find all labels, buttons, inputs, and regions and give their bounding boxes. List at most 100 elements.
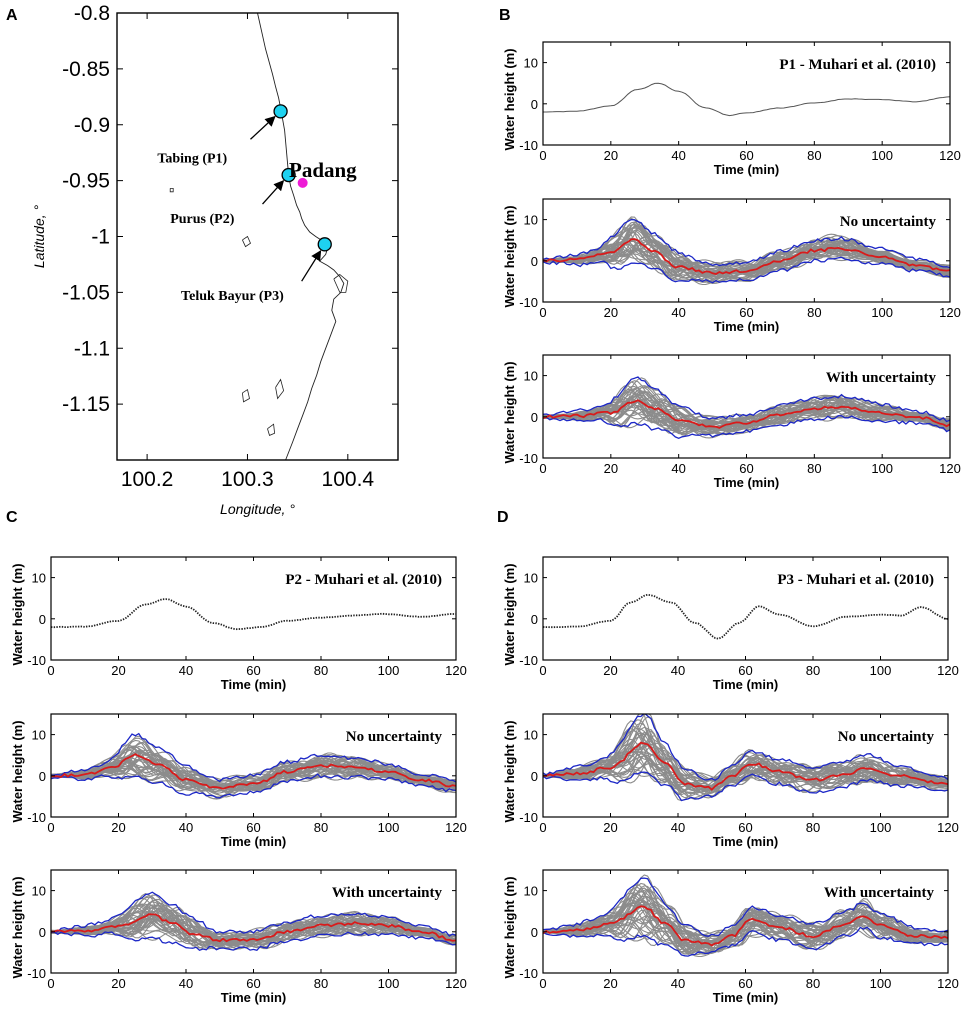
x-tick-label: 100 xyxy=(378,976,400,991)
x-tick-label: 120 xyxy=(445,820,467,835)
ensemble-member-line xyxy=(51,904,456,947)
y-tick-label: 10 xyxy=(524,213,538,228)
plot-area xyxy=(51,598,456,631)
upper-bound-line xyxy=(51,732,456,783)
y-tick-label: -10 xyxy=(519,138,538,153)
x-axis-label: Time (min) xyxy=(713,990,779,1005)
x-tick-label: 100.4 xyxy=(322,468,375,491)
x-tick-label: 120 xyxy=(937,976,959,991)
y-tick-label: 0 xyxy=(531,254,538,269)
mean-series-line xyxy=(543,741,948,791)
station-arrow xyxy=(250,115,276,140)
map-panel: 100.2 100.3 100.4 -0.8 -0.85 -0.9 -0.95 -1 -1.05… xyxy=(31,2,399,517)
mean-series-line xyxy=(543,399,950,429)
subplot-title: P1 - Muhari et al. (2010) xyxy=(779,57,936,73)
ensemble-member-line xyxy=(543,237,950,278)
subplot-title: No uncertainty xyxy=(838,729,935,745)
subplot-title: P3 - Muhari et al. (2010) xyxy=(777,572,934,588)
x-tick-label: 100 xyxy=(378,820,400,835)
lower-bound-line xyxy=(51,931,456,952)
x-tick-label: 80 xyxy=(314,976,328,991)
mean-series-line xyxy=(51,913,456,943)
x-tick-label: 40 xyxy=(179,976,193,991)
x-tick-label: 80 xyxy=(314,820,328,835)
x-tick-label: 40 xyxy=(671,148,685,163)
x-tick-label: 120 xyxy=(937,663,959,678)
x-tick-label: 40 xyxy=(671,820,685,835)
y-tick-label: 0 xyxy=(531,97,538,112)
y-tick-label: -10 xyxy=(27,810,46,825)
subplot-title: With uncertainty xyxy=(826,370,937,386)
panel-letter-c: C xyxy=(6,509,18,526)
station-label: Tabing (P1) xyxy=(157,152,227,167)
lower-bound-line xyxy=(51,773,456,799)
ensemble-member-line xyxy=(51,761,456,790)
x-tick-label: 20 xyxy=(603,976,617,991)
mean-series-line xyxy=(543,905,948,947)
y-tick-label: -10 xyxy=(519,810,538,825)
ensemble-member-line xyxy=(543,741,948,794)
x-tick-label: 60 xyxy=(738,663,752,678)
x-tick-label: 60 xyxy=(739,148,753,163)
x-tick-label: 20 xyxy=(111,976,125,991)
y-tick-label: 0 xyxy=(39,769,46,784)
x-tick-label: 80 xyxy=(806,976,820,991)
y-tick-label: 10 xyxy=(32,728,46,743)
observed-series-line xyxy=(51,598,456,631)
x-tick-label: 0 xyxy=(47,663,54,678)
plot-area xyxy=(543,874,948,958)
y-tick-label: 0 xyxy=(39,612,46,627)
ensemble-member-line xyxy=(543,897,948,949)
coastline xyxy=(257,12,345,461)
x-tick-label: 80 xyxy=(807,461,821,476)
y-axis-label: Water height (m) xyxy=(502,876,517,978)
x-tick-label: 120 xyxy=(939,148,961,163)
x-tick-label: 120 xyxy=(939,305,961,320)
x-tick-label: 60 xyxy=(739,461,753,476)
ensemble-member-line xyxy=(543,223,950,281)
upper-bound-line xyxy=(543,714,948,781)
station-marker xyxy=(273,104,288,119)
x-tick-label: 100 xyxy=(871,305,893,320)
y-tick-label: -0.9 xyxy=(74,114,110,137)
ensemble-member-line xyxy=(51,897,456,949)
station-label: Teluk Bayur (P3) xyxy=(181,289,284,304)
x-axis-label: Time (min) xyxy=(714,475,780,490)
island xyxy=(275,378,285,400)
y-tick-label: 10 xyxy=(32,884,46,899)
x-tick-label: 100.2 xyxy=(121,468,174,491)
y-axis-label: Latitude, ° xyxy=(31,205,47,269)
y-tick-label: 0 xyxy=(531,612,538,627)
upper-bound-line xyxy=(543,218,950,269)
station-arrow xyxy=(262,180,285,205)
ensemble-member-line xyxy=(543,909,948,947)
upper-bound-line xyxy=(543,877,948,937)
ensemble-member-line xyxy=(543,750,948,793)
ensemble-member-line xyxy=(543,743,948,786)
y-tick-label: 0 xyxy=(531,769,538,784)
y-axis-label: Water height (m) xyxy=(502,720,517,822)
x-axis-label: Time (min) xyxy=(714,319,780,334)
subplot-title: With uncertainty xyxy=(332,885,443,901)
y-tick-label: -10 xyxy=(519,653,538,668)
y-axis-label: Water height (m) xyxy=(502,48,517,150)
city-label: Padang xyxy=(289,158,357,182)
y-tick-label: 10 xyxy=(524,56,538,71)
subplot-title: No uncertainty xyxy=(840,214,937,230)
y-tick-label: 10 xyxy=(524,571,538,586)
x-tick-label: 0 xyxy=(539,305,546,320)
plot-area xyxy=(543,714,948,802)
x-tick-label: 100 xyxy=(871,148,893,163)
x-axis-label: Time (min) xyxy=(713,677,779,692)
x-tick-label: 0 xyxy=(539,148,546,163)
x-axis-label: Time (min) xyxy=(221,990,287,1005)
x-tick-label: 20 xyxy=(111,820,125,835)
x-tick-label: 0 xyxy=(539,820,546,835)
y-tick-label: -1.1 xyxy=(74,337,110,360)
